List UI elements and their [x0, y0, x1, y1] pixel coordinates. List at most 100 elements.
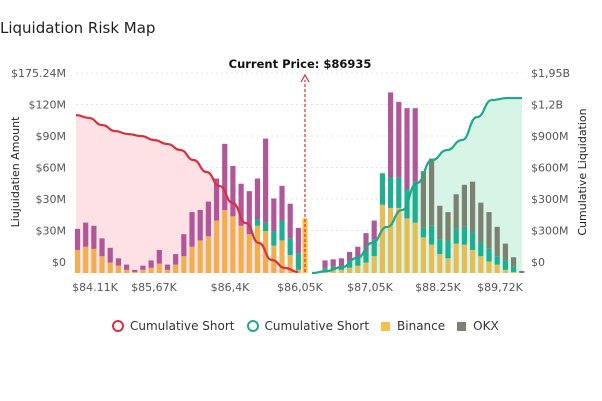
bar-purple — [295, 227, 301, 254]
x-tick-label: $86,05K — [277, 281, 323, 294]
bar-green — [511, 266, 517, 272]
bar-purple — [132, 269, 138, 272]
bar-okx — [494, 226, 500, 257]
bar-binance — [181, 256, 187, 273]
bar-purple — [396, 101, 402, 178]
bar-purple — [230, 165, 236, 217]
legend-label: Cumulative Short — [264, 319, 370, 333]
bar-green — [338, 266, 344, 270]
bar-binance — [379, 204, 385, 273]
bar-binance — [74, 249, 81, 273]
bar-binance — [238, 225, 244, 273]
bar-binance — [330, 269, 336, 273]
bar-binance — [230, 216, 236, 273]
bar-binance — [511, 271, 517, 273]
x-tick-label: $88.25K — [415, 281, 461, 294]
bar-binance — [404, 218, 410, 273]
bar-okx — [478, 202, 484, 243]
legend-label: Binance — [397, 319, 446, 333]
bar-binance — [107, 262, 113, 273]
bar-purple — [246, 191, 252, 235]
bar-binance — [437, 254, 443, 273]
bar-purple — [189, 212, 195, 247]
bar-purple — [388, 92, 394, 178]
x-tick-label: $86,4K — [211, 281, 250, 294]
bar-okx — [470, 181, 476, 233]
bar-binance — [396, 207, 402, 273]
bar-green — [396, 177, 402, 208]
right-tick-label: $900M — [531, 130, 569, 143]
bar-green — [322, 267, 328, 270]
bar-binance — [502, 269, 508, 273]
bar-purple — [271, 198, 277, 231]
legend-label: Cumulative Short — [130, 319, 235, 333]
current-price-arrow-icon — [300, 73, 310, 83]
right-tick-label: $600M — [531, 162, 569, 175]
bar-binance — [429, 244, 435, 273]
bar-purple — [412, 108, 418, 182]
bar-green — [271, 231, 277, 246]
bar-binance — [355, 265, 361, 273]
x-tick-label: $84.11K — [72, 281, 118, 294]
right-tick-label: $1,2B — [531, 99, 563, 112]
left-tick-label: $90M — [36, 130, 67, 143]
bar-green — [379, 173, 385, 205]
bar-green — [355, 257, 361, 266]
x-tick-label: $87,05K — [347, 281, 393, 294]
right-tick-label: $0 — [531, 256, 545, 269]
legend-item-cumulative-short-red[interactable]: Cumulative Short — [112, 319, 235, 333]
bar-binance — [279, 240, 285, 273]
chart-title: Liquidation Risk Map — [0, 19, 156, 37]
bar-binance — [123, 269, 130, 273]
bar-okx — [502, 243, 508, 261]
left-tick-label: $30M — [36, 225, 67, 238]
bar-green — [453, 228, 459, 244]
bar-green — [287, 238, 293, 256]
bar-green — [445, 240, 451, 259]
bar-green — [330, 266, 336, 270]
bar-binance — [91, 248, 97, 273]
bar-purple — [347, 252, 353, 262]
bar-binance — [140, 269, 146, 273]
bar-binance — [445, 258, 451, 273]
current-price-label: Current Price: $86935 — [229, 57, 372, 71]
bar-binance — [205, 236, 211, 273]
bar-binance — [189, 246, 195, 273]
bar-purple — [181, 234, 187, 257]
bar-purple — [222, 143, 228, 210]
bar-okx — [429, 158, 435, 226]
bar-binance — [420, 237, 426, 273]
bar-binance — [99, 256, 105, 273]
bar-green — [263, 222, 269, 231]
legend-label: OKX — [473, 319, 499, 333]
bar-green — [254, 219, 261, 226]
bar-binance — [486, 261, 492, 273]
bar-binance — [222, 210, 228, 273]
bar-green — [429, 225, 435, 245]
left-tick-label: $175.24M — [11, 67, 66, 80]
legend-item-binance[interactable]: Binance — [381, 319, 445, 333]
bar-green — [478, 242, 484, 257]
okx-square-icon — [457, 321, 467, 331]
bar-binance — [132, 271, 138, 273]
legend: Cumulative Short Cumulative Short Binanc… — [112, 319, 511, 333]
bar-binance — [388, 207, 394, 273]
bar-green — [279, 220, 285, 241]
bar-purple — [404, 108, 410, 189]
legend-item-cumulative-short-teal[interactable]: Cumulative Short — [246, 319, 370, 333]
bar-purple — [74, 228, 81, 250]
legend-item-okx[interactable]: OKX — [457, 319, 499, 333]
bar-binance — [173, 264, 179, 273]
cumulative-short-right-line — [311, 96, 522, 275]
bar-green — [486, 248, 492, 262]
bar-binance — [246, 234, 252, 273]
left-tick-label: $30M — [36, 193, 67, 206]
bar-binance — [371, 256, 377, 273]
right-tick-label: $300M — [531, 225, 569, 238]
bar-purple — [338, 258, 344, 267]
bar-purple — [363, 233, 369, 251]
bar-green — [420, 227, 426, 238]
bar-binance — [213, 220, 220, 273]
teal-circle-icon — [246, 320, 259, 332]
